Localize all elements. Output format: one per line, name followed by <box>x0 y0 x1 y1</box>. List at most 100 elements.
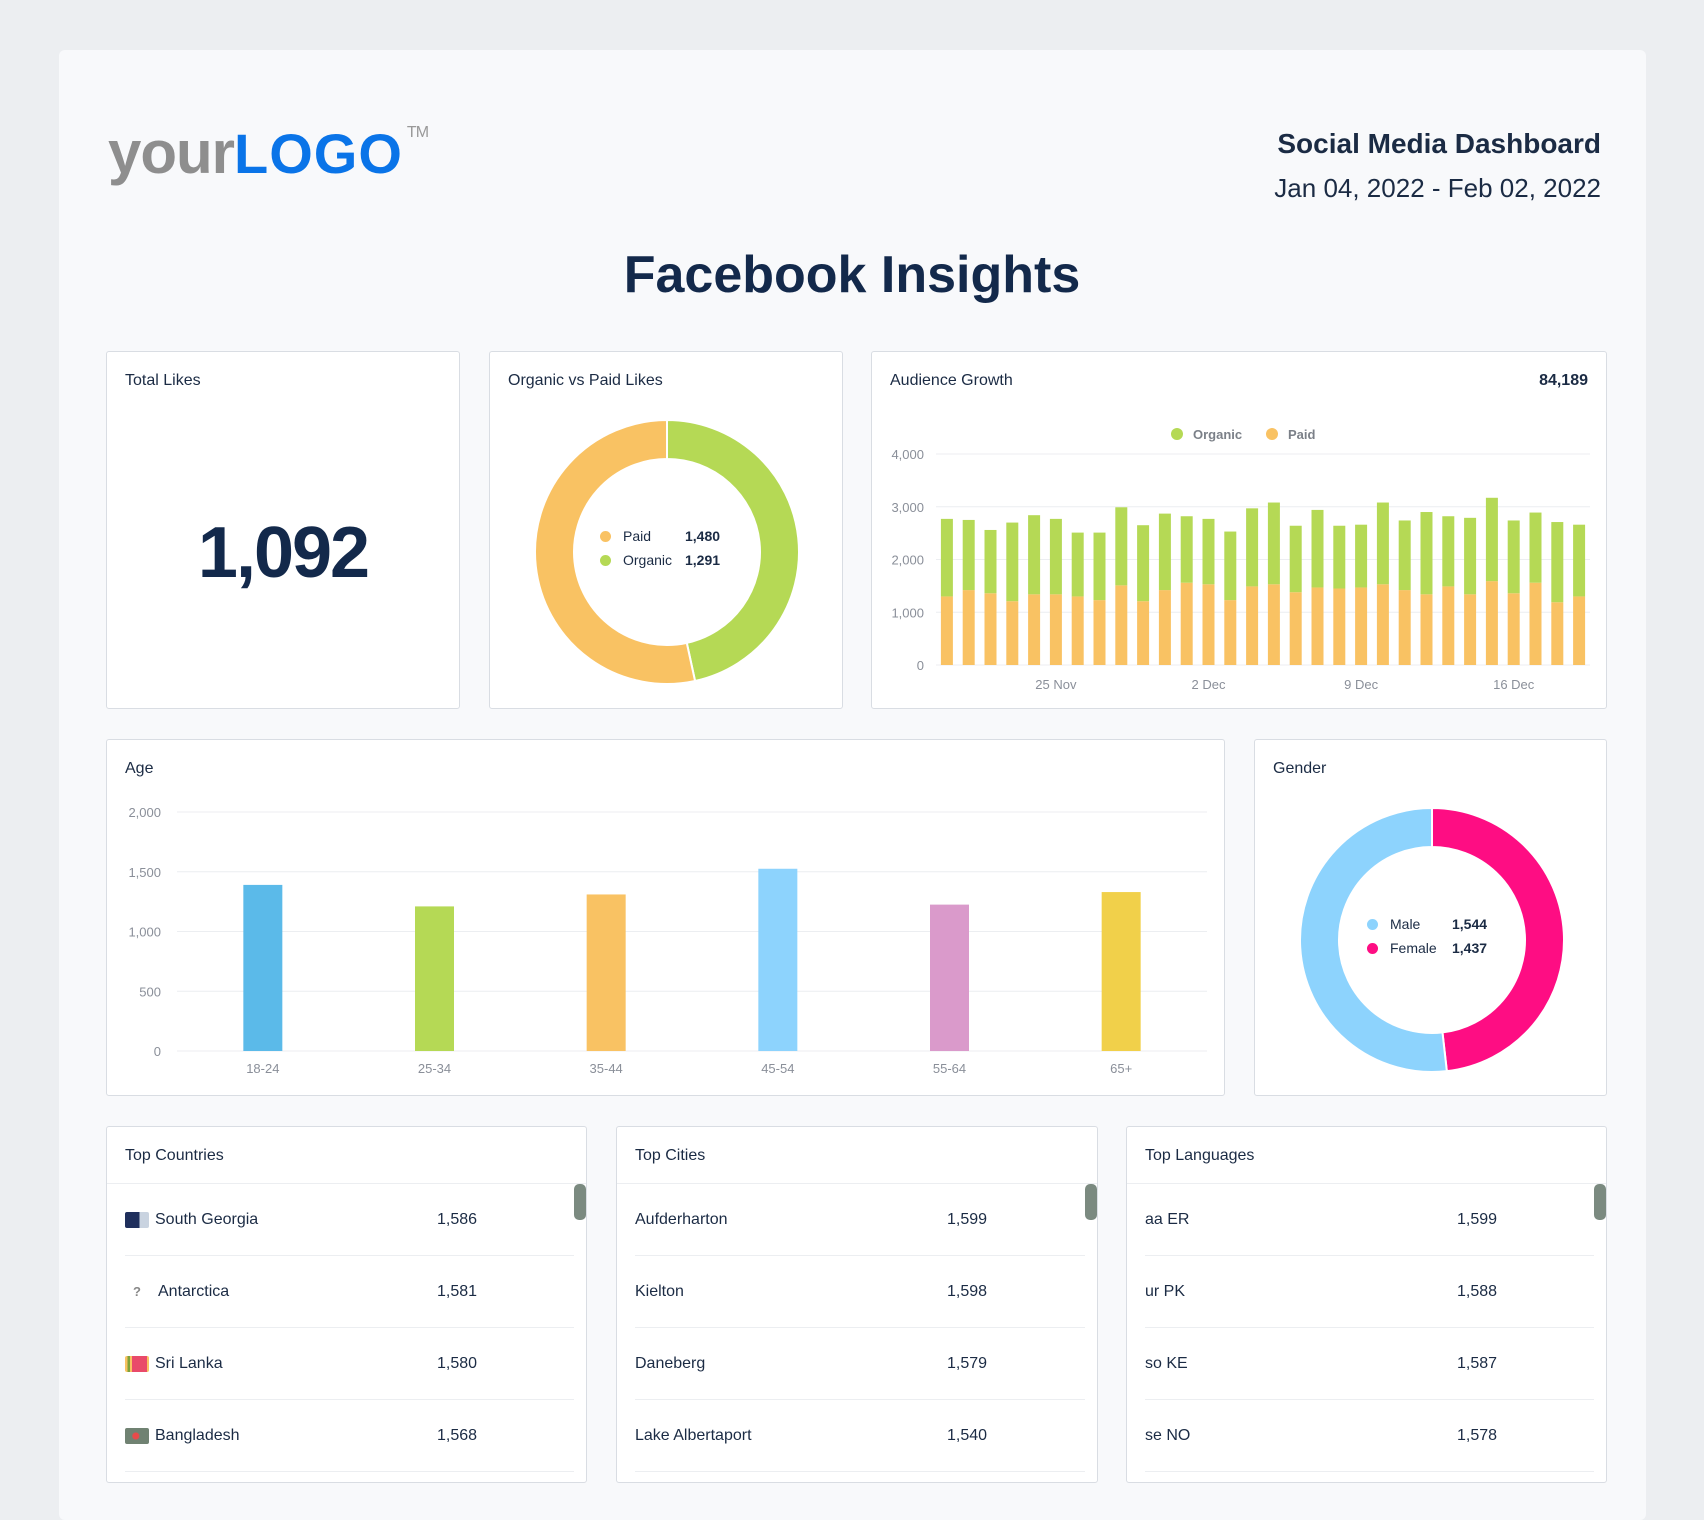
bar-paid <box>1246 586 1259 665</box>
top-countries-card: Top Countries South Georgia 1,586 ? Antarc… <box>106 1126 587 1483</box>
x-tick-label: 65+ <box>1110 1061 1132 1076</box>
x-tick-label: 25 Nov <box>1035 677 1077 692</box>
language-value: 1,587 <box>1457 1354 1498 1372</box>
table-row: se NO 1,578 <box>1145 1400 1594 1472</box>
top-cities-card: Top Cities Aufderharton 1,599 Kielton 1,59… <box>616 1126 1098 1483</box>
bar-organic <box>1049 518 1062 595</box>
country-value: 1,568 <box>437 1426 478 1444</box>
table-row: ? Antarctica 1,581 <box>125 1256 574 1328</box>
y-tick-label: 2,000 <box>128 805 161 820</box>
bar-paid <box>1376 584 1389 665</box>
age-bar <box>1101 892 1141 1051</box>
bar-paid <box>962 590 975 665</box>
bar-paid <box>1485 581 1498 665</box>
donut-legend: Paid 1,480 Organic 1,291 <box>600 524 720 572</box>
bar-paid <box>1311 587 1324 665</box>
bar-paid <box>1355 587 1368 665</box>
bar-paid <box>1551 602 1564 665</box>
bar-organic <box>1093 532 1106 601</box>
x-tick-label: 16 Dec <box>1493 677 1535 692</box>
language-value: 1,578 <box>1457 1426 1498 1444</box>
scrollbar[interactable] <box>1085 1184 1097 1220</box>
x-tick-label: 9 Dec <box>1344 677 1378 692</box>
country-value: 1,581 <box>437 1282 478 1300</box>
legend-label: Paid <box>623 528 652 544</box>
bar-paid <box>1573 596 1586 665</box>
legend-item-organic: Organic 1,291 <box>600 548 720 572</box>
bar-paid <box>1180 582 1193 665</box>
bar-paid <box>1049 594 1062 665</box>
city-name: Lake Albertaport <box>635 1426 752 1444</box>
bar-paid <box>1420 594 1433 665</box>
dashboard-title: Social Media Dashboard <box>1277 128 1601 159</box>
card-title: Gender <box>1273 760 1327 777</box>
gender-legend: Male 1,544 Female 1,437 <box>1367 912 1487 960</box>
bar-paid <box>1529 582 1542 665</box>
table-row: Kielton 1,598 <box>635 1256 1085 1328</box>
bar-paid <box>1071 596 1084 665</box>
city-value: 1,540 <box>947 1426 988 1444</box>
legend-label: Paid <box>1288 427 1316 442</box>
total-likes-card: Total Likes 1,092 <box>106 351 460 709</box>
bar-paid <box>1442 586 1455 665</box>
organic-vs-paid-card: Organic vs Paid Likes Paid 1,480 Organic 1… <box>489 351 843 709</box>
bar-organic <box>1420 512 1433 595</box>
age-bar <box>758 868 798 1051</box>
total-likes-value: 1,092 <box>197 513 370 593</box>
logo-tm: TM <box>406 124 429 141</box>
scrollbar[interactable] <box>1594 1184 1606 1220</box>
top-languages-card: Top Languages aa ER 1,599 ur PK 1,588 so K… <box>1126 1126 1607 1483</box>
bar-paid <box>1158 590 1171 665</box>
unknown-flag-icon: ? <box>133 1283 141 1299</box>
donut-slice-paid <box>534 418 697 685</box>
bar-organic <box>984 529 997 594</box>
bar-organic <box>962 519 975 591</box>
legend-value: 1,544 <box>1452 916 1488 932</box>
bar-organic <box>1311 509 1324 588</box>
language-value: 1,599 <box>1457 1210 1498 1228</box>
age-bar <box>243 884 283 1051</box>
legend-label: Male <box>1390 916 1421 932</box>
divider <box>1127 1183 1606 1184</box>
logo-text-brand: LOGO <box>234 122 403 185</box>
bar-organic <box>1006 522 1019 602</box>
table-row: aa ER 1,599 <box>1145 1184 1594 1256</box>
bar-paid <box>1115 585 1128 665</box>
language-name: so KE <box>1145 1354 1188 1372</box>
age-chart: 0 500 1,000 1,500 2,000 18-24 25-34 35-44 45-54 5… <box>128 805 1207 1076</box>
city-value: 1,598 <box>947 1282 988 1300</box>
audience-total: 84,189 <box>1539 372 1588 389</box>
south-georgia-flag-icon <box>125 1211 149 1228</box>
bar-organic <box>1398 520 1411 591</box>
card-title: Audience Growth <box>890 372 1013 389</box>
bar-organic <box>1246 508 1259 587</box>
sri-lanka-flag-icon <box>125 1355 149 1372</box>
x-tick-label: 25-34 <box>418 1061 451 1076</box>
bar-organic <box>1224 531 1237 601</box>
age-bar <box>930 904 969 1051</box>
table-row: South Georgia 1,586 <box>125 1184 574 1256</box>
bar-organic <box>1485 497 1498 582</box>
paid-dot-icon <box>600 530 611 542</box>
legend-dot-icon <box>1171 428 1183 440</box>
logo-text: your <box>108 119 235 186</box>
bar-paid <box>1464 594 1477 665</box>
organic-paid-donut <box>534 418 800 685</box>
y-tick-label: 4,000 <box>891 447 924 462</box>
donut-slice-female <box>1431 806 1565 1073</box>
bar-paid <box>1267 584 1280 665</box>
country-name: South Georgia <box>155 1210 259 1228</box>
bar-organic <box>1529 512 1542 583</box>
language-name: se NO <box>1145 1426 1191 1444</box>
page-title: Facebook Insights <box>623 246 1081 304</box>
scrollbar[interactable] <box>574 1184 586 1220</box>
legend-value: 1,291 <box>685 552 721 568</box>
divider <box>617 1183 1097 1184</box>
country-name: Antarctica <box>158 1282 230 1300</box>
gender-donut <box>1299 806 1565 1073</box>
y-tick-label: 1,000 <box>891 605 924 620</box>
gender-card: Gender Male 1,544 Female 1,437 <box>1254 739 1607 1096</box>
bar-paid <box>1202 584 1215 665</box>
city-value: 1,599 <box>947 1210 988 1228</box>
bar-organic <box>1267 502 1280 585</box>
